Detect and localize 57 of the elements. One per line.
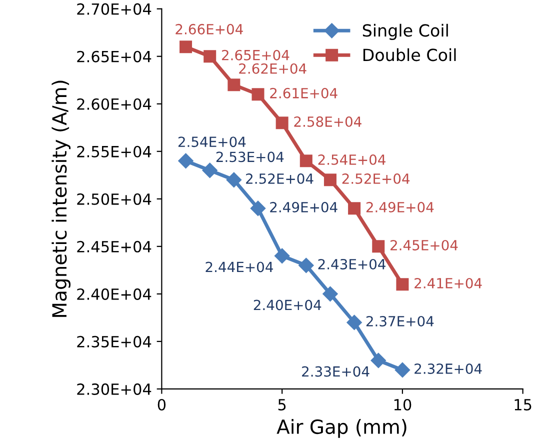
- data-label: 2.49E+04: [270, 202, 338, 212]
- point: [178, 153, 194, 168]
- point: [226, 172, 242, 188]
- point: [276, 116, 288, 130]
- legend-label: Double Coil: [363, 48, 456, 62]
- x-axis-title: Air Gap (mm): [276, 419, 406, 438]
- point: [324, 174, 336, 186]
- point: [228, 78, 240, 92]
- y-tick-label: 2.40E+04: [77, 288, 152, 300]
- data-label: 2.32E+04: [414, 363, 482, 374]
- data-label: 2.62E+04: [239, 63, 306, 74]
- point: [322, 286, 338, 302]
- point: [252, 88, 264, 101]
- data-label: 2.53E+04: [216, 152, 284, 162]
- data-label: 2.66E+04: [176, 24, 243, 34]
- data-label: 2.41E+04: [414, 278, 482, 288]
- y-tick-label: 2.70E+04: [77, 3, 152, 15]
- point: [204, 50, 216, 63]
- y-tick-label: 2.30E+04: [77, 383, 152, 395]
- data-label: 2.52E+04: [342, 173, 410, 184]
- data-label: 2.58E+04: [294, 116, 362, 127]
- point: [180, 40, 192, 54]
- point: [274, 248, 290, 264]
- data-label: 2.65E+04: [222, 50, 290, 60]
- y-tick-label: 2.55E+04: [77, 146, 152, 158]
- point: [202, 162, 218, 178]
- legend-label: Single Coil: [362, 24, 448, 40]
- point: [372, 240, 385, 253]
- point: [300, 154, 312, 168]
- data-label: 2.61E+04: [270, 88, 338, 98]
- data-label: 2.54E+04: [178, 136, 246, 148]
- data-label: 2.54E+04: [318, 154, 386, 165]
- data-label: 2.44E+04: [206, 262, 273, 272]
- data-label: 2.43E+04: [318, 258, 386, 270]
- x-tick-label: 5: [278, 399, 286, 411]
- data-label: 2.33E+04: [302, 366, 370, 377]
- x-tick-label: 15: [514, 399, 532, 411]
- point: [298, 258, 314, 273]
- x-tick-label: 0: [158, 398, 166, 411]
- point: [370, 352, 386, 368]
- point: [346, 314, 362, 330]
- point: [348, 202, 361, 215]
- y-tick-label: 2.35E+04: [77, 336, 152, 348]
- point: [394, 362, 410, 378]
- y-tick-label: 2.60E+04: [77, 98, 152, 110]
- y-tick-label: 2.65E+04: [77, 50, 152, 62]
- data-label: 2.52E+04: [246, 173, 314, 184]
- point: [396, 278, 409, 291]
- data-label: 2.49E+04: [366, 202, 434, 212]
- data-label: 2.40E+04: [254, 300, 322, 310]
- point: [250, 200, 266, 216]
- y-tick-label: 2.45E+04: [77, 240, 152, 252]
- y-axis-title: Magnetic intensity (A/m): [52, 80, 71, 317]
- data-label: 2.45E+04: [390, 240, 458, 250]
- data-label: 2.37E+04: [366, 316, 434, 326]
- x-tick-label: 10: [394, 398, 412, 411]
- y-tick-label: 2.50E+04: [77, 193, 152, 205]
